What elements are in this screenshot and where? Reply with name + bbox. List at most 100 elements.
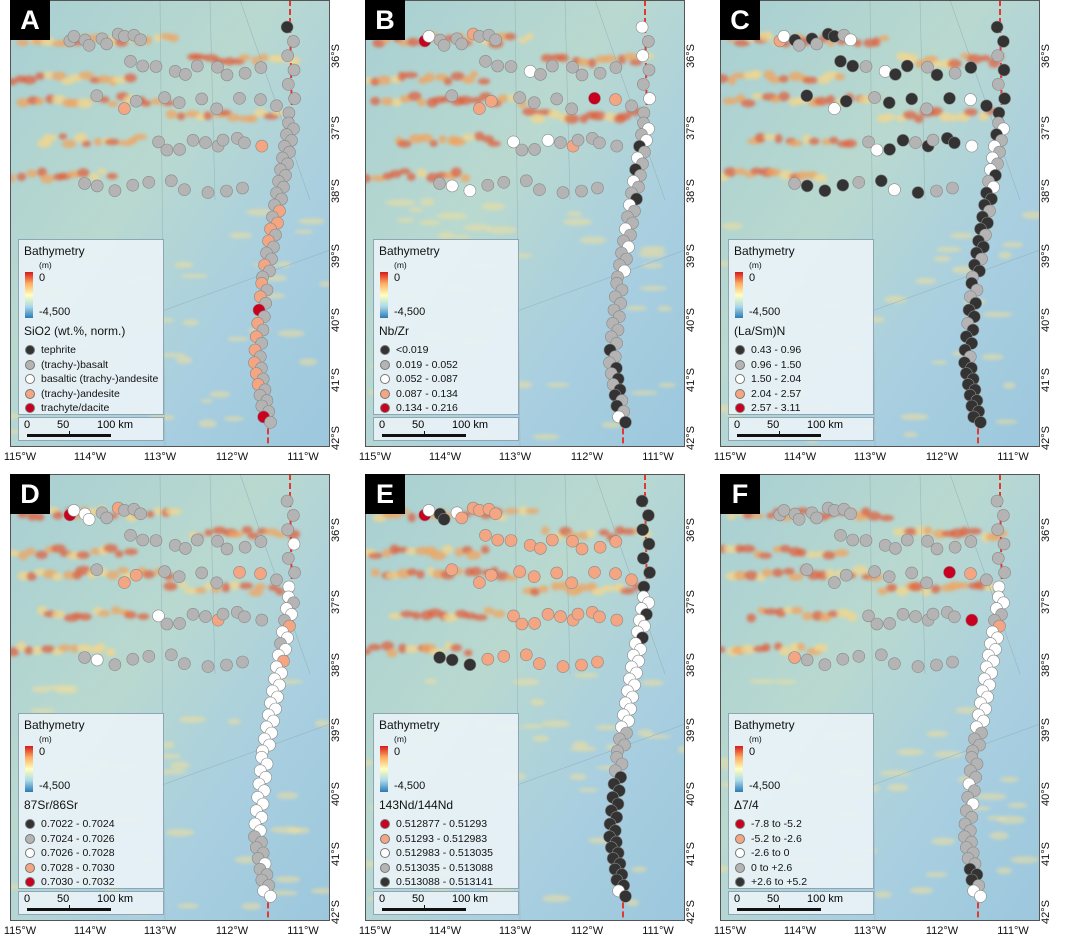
legend-swatch [25,374,35,385]
latitude-label: 36°S [1040,518,1052,542]
map-legend: Bathymetry (m) 0 -4,500 (La/Sm)N 0.43 - … [728,239,874,415]
legend-item: tephrite [25,343,158,358]
sample-point [220,658,233,672]
legend-swatch [25,403,35,414]
sample-point [210,102,223,116]
sample-point [909,136,922,149]
sample-point [108,184,122,197]
sample-point [233,92,246,105]
sample-point [211,534,224,548]
sample-point [635,20,649,34]
sample-point [554,136,567,149]
latitude-label: 40°S [685,308,697,332]
sample-point [172,570,186,583]
scale-bar: 0 50 100 km [373,417,519,441]
sample-point [846,533,859,547]
sample-point [588,566,601,579]
legend-item: trachyte/dacite [25,401,158,416]
sample-point [991,49,1005,63]
longitude-label: 112°W [925,451,959,463]
legend-item: 0.512877 - 0.51293 [380,817,493,832]
sample-point [948,136,961,150]
legend-swatch [380,833,390,844]
depth-max-label: 0 [394,746,401,758]
longitude-label: 113°W [143,451,177,463]
sample-point [534,542,547,555]
sample-point [255,613,269,627]
sample-point [889,68,902,81]
sample-point [926,133,940,147]
sample-point [238,540,252,554]
scale-label: 100 km [97,893,134,905]
sample-point [238,136,251,150]
sample-point [433,651,446,664]
latitude-label: 40°S [1040,782,1052,806]
legend-swatch [380,848,390,859]
longitude-label: 111°W [642,925,674,937]
legend-swatch [25,862,35,873]
sample-point [800,563,814,576]
sample-point [507,135,520,149]
sample-point [593,66,607,80]
sample-point [254,93,267,106]
legend-swatch [25,877,35,888]
sample-point [609,567,622,580]
latitude-label: 41°S [1040,842,1052,866]
map-legend: Bathymetry (m) 0 -4,500 87Sr/86Sr 0.7022… [18,713,164,889]
latitude-label: 37°S [685,590,697,614]
legend-item-label: -5.2 to -2.6 [751,832,802,845]
sample-point [788,651,801,664]
map-panel-f: F Bathymetry (m) 0 -4,500 Δ7/4 -7.8 to -… [710,474,1065,948]
sample-point [974,889,987,903]
sample-point [281,523,295,537]
legend-item: 1.50 - 2.04 [735,372,801,387]
latitude-label: 38°S [330,653,342,677]
sample-point [905,566,918,580]
longitude-label: 115°W [713,925,747,937]
sample-point [255,139,269,153]
sample-point [533,657,546,670]
longitude-label: 113°W [143,925,177,937]
sample-point [575,184,588,198]
legend-item: (trachy-)basalt [25,358,158,373]
legend-item-label: <0.019 [396,344,429,357]
latitude-label: 38°S [685,653,697,677]
latitude-label: 42°S [1040,426,1052,450]
sample-point [534,68,547,81]
longitude-label: 111°W [997,925,1029,937]
sample-point [909,610,922,623]
sample-point [619,415,632,429]
depth-min-label: -4,500 [39,306,71,318]
scale-label: 100 km [807,893,844,905]
legend-item: <0.019 [380,343,458,358]
sample-point [280,20,294,34]
depth-max-label: 0 [394,272,401,284]
legend-swatch [380,862,390,873]
sample-point [998,92,1011,105]
sample-point [82,512,96,526]
scale-label: 0 [24,419,31,431]
panel-letter: D [10,474,50,514]
legend-item: -5.2 to -2.6 [735,832,807,847]
sample-point [90,653,104,667]
sample-point [591,181,604,195]
legend-item-label: -2.6 to 0 [751,847,790,860]
legend-swatch [25,848,35,859]
legend-unit: (m) [394,734,407,744]
scale-label: 50 [412,419,425,431]
sample-point [777,504,791,517]
legend-swatch [735,359,745,370]
sample-point [896,608,910,621]
sample-point [149,60,163,73]
legend-swatch [735,819,745,830]
sample-point [844,33,857,47]
sample-point [800,653,814,667]
scale-bar: 0 50 100 km [18,891,164,915]
legend-item-label: 0.513088 - 0.513141 [396,876,493,889]
map-panel-a: A Bathymetry (m) 0 -4,500 SiO2 (wt.%, no… [0,0,355,474]
legend-item-label: 0.7026 - 0.7028 [41,847,115,860]
sample-point [507,609,520,623]
latitude-label: 40°S [685,782,697,806]
longitude-label: 112°W [570,451,604,463]
sample-point [100,511,113,525]
